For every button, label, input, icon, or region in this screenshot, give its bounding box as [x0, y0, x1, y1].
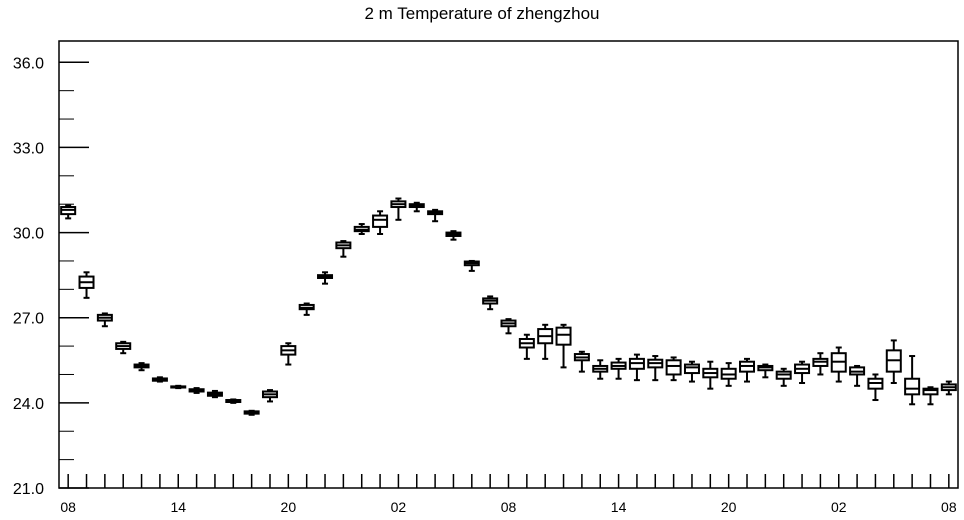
box-mark [922, 386, 939, 406]
y-axis: 21.0 24.0 27.0 30.0 33.0 36.0 [13, 55, 89, 498]
box-mark [610, 357, 627, 380]
box-mark [60, 204, 77, 220]
y-tick-label: 30.0 [13, 226, 44, 243]
x-tick-label: 20 [721, 499, 737, 515]
box-mark [867, 373, 884, 402]
boxes [60, 197, 957, 416]
box-mark [628, 353, 645, 382]
iqr-box [922, 387, 939, 396]
box-mark [408, 201, 425, 213]
box-mark [739, 357, 756, 383]
box-mark [720, 362, 737, 387]
box-mark [463, 259, 480, 272]
box-mark [702, 360, 719, 390]
iqr-box [665, 359, 682, 376]
iqr-box [683, 363, 700, 375]
iqr-box [372, 214, 389, 228]
box-mark [261, 389, 278, 403]
box-mark [555, 323, 572, 369]
box-mark [683, 360, 700, 383]
box-mark [812, 352, 829, 376]
chart-title: 2 m Temperature of zhengzhou [364, 4, 600, 23]
box-mark [115, 340, 132, 355]
box-mark [665, 356, 682, 382]
box-mark [537, 323, 554, 360]
box-mark [904, 355, 921, 406]
box-mark [757, 363, 774, 379]
box-mark [647, 355, 664, 382]
box-mark [482, 295, 499, 311]
box-mark [280, 342, 297, 366]
x-tick-label: 14 [611, 499, 627, 515]
box-mark [335, 240, 352, 258]
box-mark [445, 230, 462, 241]
box-mark [390, 197, 407, 221]
y-tick-label: 21.0 [13, 481, 44, 498]
x-tick-label: 08 [501, 499, 517, 515]
box-mark [427, 208, 444, 223]
box-mark [133, 362, 150, 372]
box-mark [298, 302, 315, 316]
plot-frame [58, 40, 959, 489]
box-mark [151, 376, 168, 383]
x-tick-label: 08 [941, 499, 957, 515]
box-mark [830, 346, 847, 383]
x-tick-label: 20 [281, 499, 297, 515]
box-mark [243, 409, 260, 416]
y-tick-label: 36.0 [13, 55, 44, 72]
box-mark [849, 364, 866, 387]
box-mark [225, 398, 242, 404]
box-mark [206, 389, 223, 399]
x-tick-label: 02 [831, 499, 847, 515]
box-mark [353, 223, 370, 235]
x-tick-label: 08 [60, 499, 76, 515]
box-mark [573, 350, 590, 373]
box-mark [775, 367, 792, 387]
x-tick-label: 02 [391, 499, 407, 515]
y-tick-label: 33.0 [13, 140, 44, 157]
box-mark [188, 387, 205, 394]
box-mark [940, 380, 957, 396]
box-mark [500, 318, 517, 335]
iqr-box [904, 377, 921, 396]
y-tick-label: 24.0 [13, 396, 44, 413]
x-axis: 08 14 20 02 08 14 20 02 08 [60, 474, 957, 515]
box-mark [372, 210, 389, 235]
box-mark [96, 312, 113, 328]
box-mark [794, 360, 811, 384]
box-mark [170, 384, 187, 390]
y-tick-label: 27.0 [13, 311, 44, 328]
iqr-box [555, 326, 572, 346]
box-mark [885, 339, 902, 384]
box-mark [78, 271, 95, 299]
box-mark [592, 359, 609, 380]
box-mark [317, 271, 334, 285]
x-tick-label: 14 [170, 499, 186, 515]
box-mark [518, 333, 535, 360]
